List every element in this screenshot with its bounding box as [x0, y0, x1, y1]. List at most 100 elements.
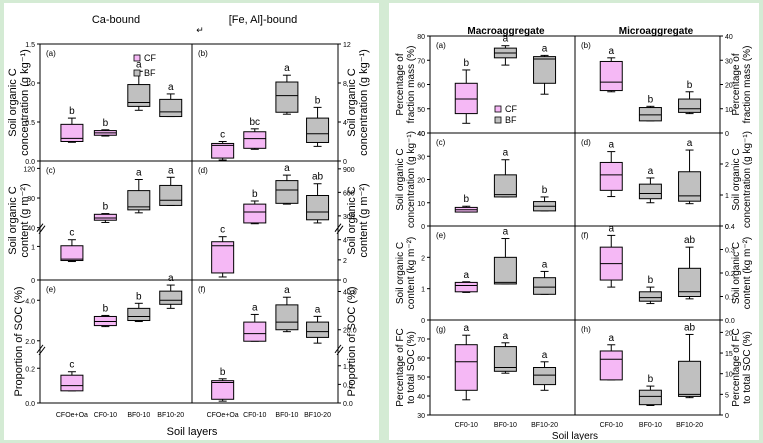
axis-label-line: content (kg m⁻²) [742, 237, 753, 310]
significance-letter: c [69, 360, 74, 371]
y-tick-label: 0.0 [343, 401, 353, 408]
box-BF10-20 [159, 184, 183, 206]
y-tick-label: 40 [417, 394, 425, 401]
axis-label-line: Soil organic C [731, 148, 742, 210]
axis-label-line: to total SOC (%) [406, 331, 417, 404]
box-CF0-10 [454, 344, 478, 391]
x-axis-label: Soil layers [552, 431, 598, 440]
axis-label-line: content (kg m⁻²) [406, 237, 417, 310]
y-tick-label: 5 [725, 392, 729, 399]
significance-letter: ab [684, 322, 696, 333]
significance-letter: a [168, 273, 174, 284]
y-axis-label-left: Proportion of SOC (%) [13, 286, 25, 396]
y-tick-label: 2 [343, 258, 347, 265]
y-tick-label: 0 [31, 278, 35, 285]
box-BF10-20 [159, 290, 183, 305]
y-tick-label: 20 [725, 330, 733, 337]
axis-label-line: fraction mass (%) [742, 46, 753, 124]
y-tick-label: 4 [343, 120, 347, 127]
box-CF0-10 [93, 315, 117, 327]
significance-letter: a [503, 148, 509, 159]
significance-letter: a [608, 46, 614, 57]
box-CF0-10 [454, 281, 478, 293]
significance-letter: b [648, 374, 654, 385]
y-tick-label: 1 [31, 244, 35, 251]
box-CFOe+Oa [211, 380, 235, 400]
y-tick-label: 300 [343, 214, 355, 221]
box-CF0-10 [243, 321, 267, 342]
panel-label: (e) [436, 231, 446, 240]
y-tick-label: 1.0 [25, 81, 35, 88]
box-BF10-20 [159, 98, 183, 118]
panel-label: (a) [436, 41, 446, 50]
y-tick-label: 0 [725, 413, 729, 420]
y-tick-label: 80 [417, 34, 425, 41]
box-BF0-10 [275, 304, 299, 331]
axis-label-line: Proportion of SOC (%) [13, 286, 25, 396]
axis-label-line: Soil organic C [346, 68, 358, 137]
axis-label-line: Percentage of [731, 53, 742, 115]
y-tick-label: 2 [421, 255, 425, 262]
x-axis-label: Soil layers [167, 426, 218, 438]
y-tick-label: 40 [417, 131, 425, 138]
box-BF0-10 [638, 291, 662, 302]
plot-frame [39, 43, 339, 404]
y-tick-label: 0.1 [725, 295, 735, 302]
box-CF0-10 [243, 203, 267, 224]
box-BF0-10 [638, 389, 662, 406]
significance-letter: b [136, 291, 142, 302]
axis-label-line: Soil organic C [7, 186, 19, 255]
y-tick-label: 40 [725, 34, 733, 41]
axis-label-line: Percentage of FC [395, 328, 406, 406]
y-tick-label: 20.0 [343, 328, 357, 335]
y-tick-label: 70 [417, 58, 425, 65]
significance-letter: b [103, 118, 109, 129]
y-axis-label-right: Proportion of SOC (%) [346, 286, 358, 396]
box-BF10-20 [678, 171, 702, 202]
legend-label-cf: CF [144, 53, 156, 63]
box-CFOe+Oa [60, 123, 84, 142]
x-tick-label: CFOe+Oa [207, 412, 239, 419]
x-tick-label: CF0-10 [94, 412, 117, 419]
panel-label: (d) [198, 166, 208, 175]
x-tick-label: BF0-10 [127, 412, 150, 419]
box-BF0-10 [127, 307, 151, 322]
significance-letter: a [136, 59, 142, 70]
y-tick-label: 900 [343, 167, 355, 174]
axis-label-line: to total SOC (%) [742, 331, 753, 404]
panel-label: (c) [46, 166, 56, 175]
significance-letter: a [608, 333, 614, 344]
axis-break-mark [336, 225, 344, 234]
y-tick-label: 0.5 [25, 120, 35, 127]
significance-letter: a [503, 227, 509, 238]
significance-letter: b [252, 189, 258, 200]
y-tick-label: 30 [725, 58, 733, 65]
significance-letter: c [220, 130, 225, 141]
column-title: Ca-bound [92, 14, 140, 26]
axis-break-mark [38, 225, 46, 234]
significance-letter: b [463, 194, 469, 205]
box-BF0-10 [493, 256, 517, 285]
y-tick-label: 0.2 [25, 366, 35, 373]
y-tick-label: 80 [27, 196, 35, 203]
x-tick-label: BF10-20 [531, 422, 558, 429]
significance-letter: a [284, 63, 290, 74]
y-tick-label: 0 [343, 278, 347, 285]
panel-label: (g) [436, 325, 446, 334]
x-tick-label: BF10-20 [304, 412, 331, 419]
y-tick-label: 10 [417, 201, 425, 208]
y-axis-label-right: Percentage of fraction mass (%) [731, 46, 753, 124]
significance-letter: a [608, 223, 614, 234]
y-tick-label: 0.4 [725, 224, 735, 231]
axis-label-line: Percentage of FC [731, 328, 742, 406]
y-tick-label: 4.0 [25, 298, 35, 305]
box-BF10-20 [533, 367, 557, 386]
y-tick-label: 30 [417, 154, 425, 161]
axis-label-line: Soil organic C [731, 242, 742, 304]
